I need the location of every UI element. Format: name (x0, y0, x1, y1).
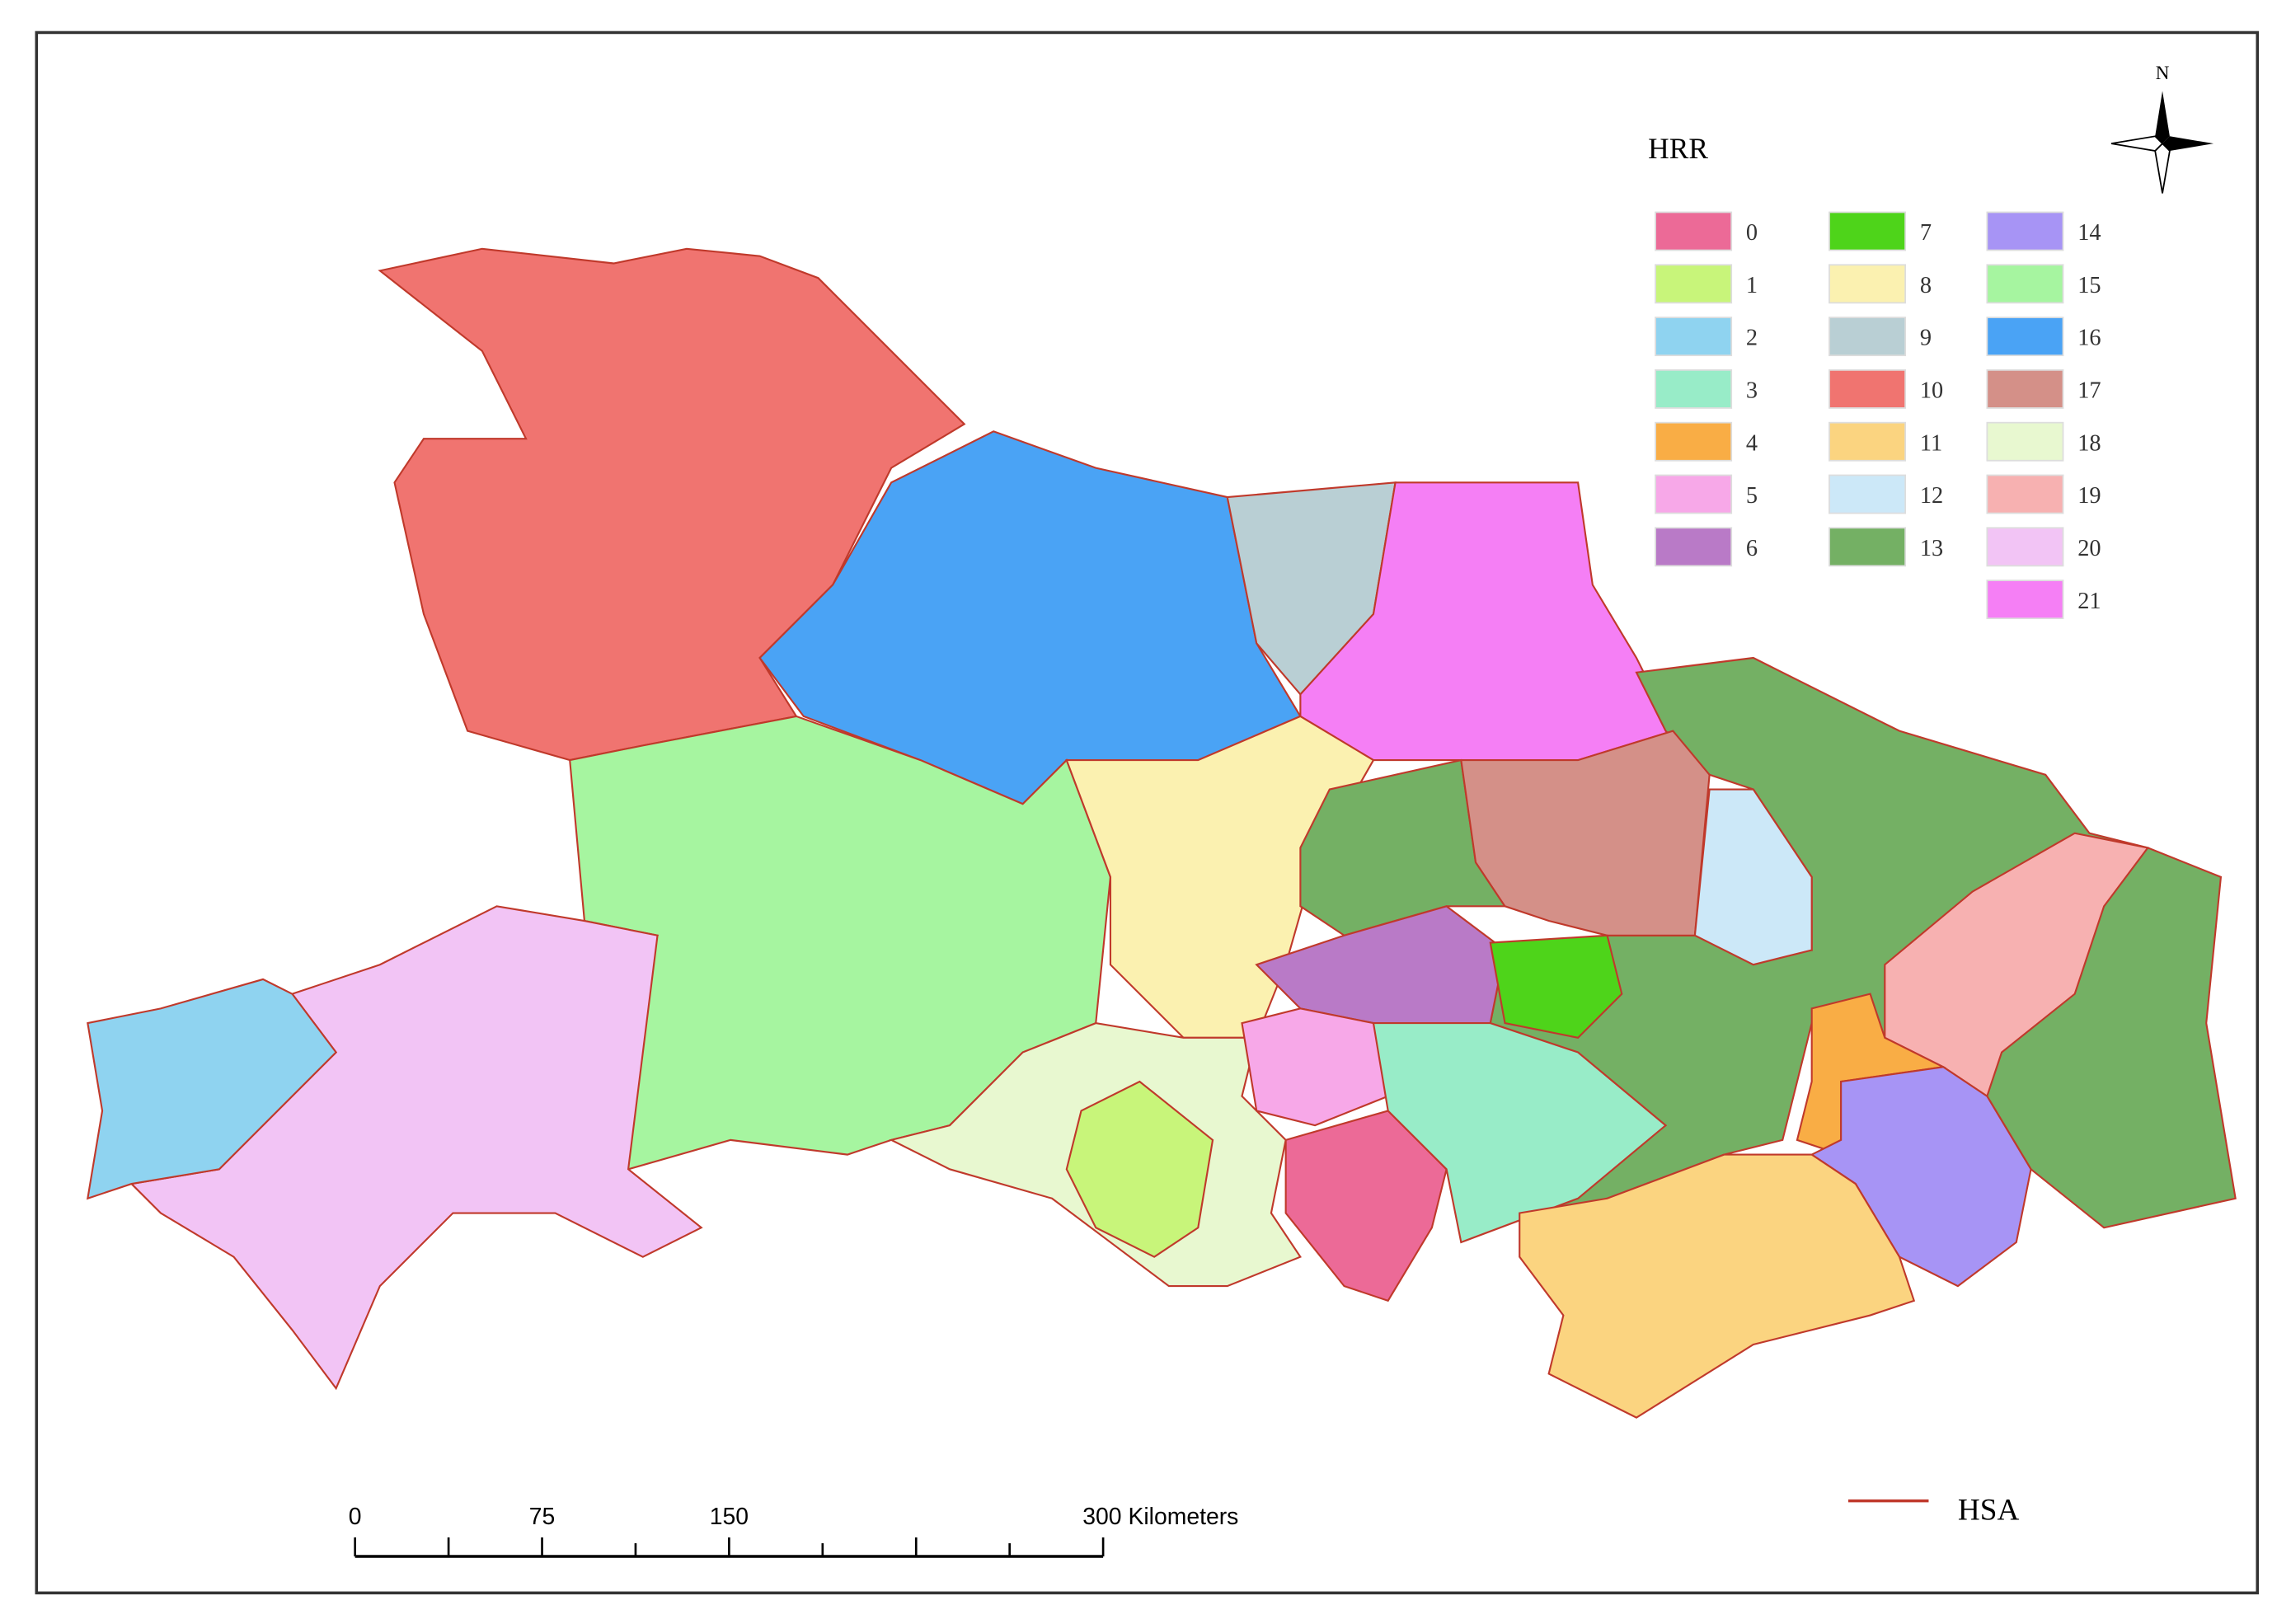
legend-title: HRR (1648, 132, 1708, 165)
legend-swatch (1829, 474, 1906, 514)
legend-swatch (1829, 264, 1906, 304)
region (1519, 1153, 1916, 1419)
legend-label: 14 (2077, 220, 2101, 246)
region (1241, 1007, 1389, 1127)
legend-label: 2 (1746, 326, 1758, 351)
scale-bar: 0 75 150 300 Kilometers (349, 1504, 1238, 1558)
region (1489, 934, 1623, 1039)
legend-label: 16 (2077, 326, 2101, 351)
legend-swatch (1829, 211, 1906, 251)
north-arrow: N (2110, 62, 2214, 194)
legend-label: 15 (2077, 273, 2101, 298)
legend-label: 11 (1920, 430, 1942, 456)
legend-label: 1 (1746, 273, 1758, 298)
legend-swatch (1655, 368, 1733, 409)
legend-label: 19 (2077, 483, 2101, 509)
legend-swatch (1829, 421, 1906, 462)
arrow-s (2154, 142, 2171, 194)
legend-label: 7 (1920, 220, 1932, 246)
regions (87, 247, 2237, 1419)
legend-swatch (1986, 527, 2064, 567)
legend-label: 8 (1920, 273, 1932, 298)
legend-label: 21 (2077, 589, 2101, 614)
scale-label: 300 Kilometers (1082, 1504, 1238, 1530)
legend-swatch (1986, 474, 2064, 514)
legend-swatch (1829, 368, 1906, 409)
legend-label: 17 (2077, 378, 2101, 404)
region (1460, 730, 1711, 936)
legend-label: 6 (1746, 536, 1758, 561)
legend-swatch (1655, 264, 1733, 304)
legend-swatch (1655, 527, 1733, 567)
scale-label: 0 (349, 1504, 362, 1530)
legend-label: 20 (2077, 536, 2101, 561)
hsa-label: HSA (1958, 1494, 2020, 1528)
legend-label: 10 (1920, 378, 1943, 404)
arrow-n (2155, 91, 2170, 144)
legend-label: 18 (2077, 430, 2101, 456)
region (1693, 788, 1813, 966)
legend-swatch (1986, 421, 2064, 462)
legend-swatch (1986, 211, 2064, 251)
region (1372, 1022, 1668, 1244)
legend-label: 9 (1920, 326, 1932, 351)
legend-swatch (1986, 264, 2064, 304)
north-label: N (2156, 62, 2170, 83)
legend-swatch (1655, 211, 1733, 251)
legend-swatch (1655, 474, 1733, 514)
arrow-e (2162, 136, 2214, 152)
legend-swatch (1655, 421, 1733, 462)
legend-swatch (1655, 317, 1733, 357)
legend-swatch (1829, 527, 1906, 567)
scale-label: 75 (529, 1504, 556, 1530)
hsa-legend: HSA (1847, 1494, 2020, 1528)
legend-swatch (1986, 368, 2064, 409)
region (1810, 1066, 2032, 1288)
legend-swatch (1986, 317, 2064, 357)
legend-label: 13 (1920, 536, 1943, 561)
legend-label: 5 (1746, 483, 1758, 509)
region (87, 978, 338, 1200)
frame (35, 31, 2260, 1595)
arrow-w (2110, 135, 2164, 152)
region (1065, 1080, 1214, 1258)
legend-swatch (1986, 580, 2064, 620)
legend-label: 12 (1920, 483, 1943, 509)
legend-label: 0 (1746, 220, 1758, 246)
legend-label: 3 (1746, 378, 1758, 404)
legend-label: 4 (1746, 430, 1758, 456)
scale-label: 150 (710, 1504, 749, 1530)
legend-swatch (1829, 317, 1906, 357)
